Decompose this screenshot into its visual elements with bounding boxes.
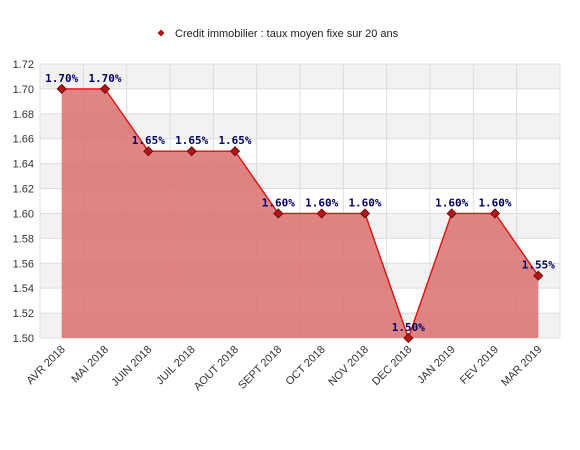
- data-point: [186, 146, 197, 157]
- x-tick-label: AVR 2018: [24, 344, 67, 387]
- data-label: 1.60%: [305, 196, 338, 209]
- x-tick-label: JAN 2019: [415, 344, 458, 387]
- data-label: 1.60%: [348, 196, 381, 209]
- y-tick-label: 1.52: [13, 308, 34, 320]
- data-label: 1.70%: [45, 72, 78, 85]
- data-labels: 1.70% 1.70% 1.65% 1.65% 1.65% 1.60% 1.60% 1.60%…: [45, 72, 555, 334]
- series-line: [61, 88, 539, 341]
- data-point: [533, 270, 544, 281]
- legend: Credit immobilier : taux moyen fixe sur …: [157, 28, 399, 40]
- y-tick-label: 1.60: [13, 208, 34, 220]
- data-label: 1.65%: [175, 134, 208, 147]
- x-tick-label: MAR 2019: [499, 344, 544, 389]
- data-label: 1.65%: [132, 134, 165, 147]
- data-point: [56, 83, 67, 94]
- data-label: 1.55%: [522, 259, 555, 272]
- y-tick-label: 1.56: [13, 258, 34, 270]
- data-label: 1.70%: [88, 72, 121, 85]
- y-tick-label: 1.70: [13, 84, 34, 96]
- y-tick-label: 1.66: [13, 134, 34, 146]
- x-tick-label: FEV 2019: [458, 344, 501, 387]
- y-tick-label: 1.68: [13, 109, 34, 121]
- data-point: [489, 208, 501, 219]
- data-label: 1.60%: [478, 196, 511, 209]
- x-tick-label: NOV 2018: [326, 344, 371, 389]
- x-tick-label: MAI 2018: [69, 344, 111, 386]
- data-label: 1.65%: [218, 134, 251, 147]
- x-tick-label: OCT 2018: [284, 344, 328, 388]
- y-tick-label: 1.58: [13, 233, 34, 245]
- data-point: [316, 208, 327, 219]
- series-area: [61, 88, 539, 341]
- y-tick-label: 1.54: [13, 283, 34, 295]
- y-tick-label: 1.62: [13, 184, 34, 196]
- y-tick-label: 1.64: [13, 159, 34, 171]
- data-point: [99, 83, 111, 94]
- data-point: [143, 146, 154, 157]
- data-point: [273, 208, 284, 219]
- legend-marker-icon: [157, 29, 165, 37]
- data-label: 1.50%: [392, 321, 425, 334]
- data-label: 1.60%: [435, 196, 468, 209]
- x-tick-label: JUIL 2018: [154, 344, 198, 388]
- data-point: [403, 332, 414, 344]
- y-tick-label: 1.50: [13, 333, 34, 345]
- data-point: [359, 208, 371, 219]
- x-tick-label: DEC 2018: [370, 344, 414, 388]
- series-markers: [56, 83, 544, 344]
- y-axis: 1.50 1.52 1.54 1.56 1.58 1.60 1.62 1.64 1.66 1.68…: [13, 59, 34, 345]
- data-point: [446, 208, 457, 219]
- x-tick-label: AOUT 2018: [192, 344, 241, 393]
- x-tick-label: JUIN 2018: [109, 344, 154, 389]
- data-point: [229, 146, 241, 157]
- legend-entry: Credit immobilier : taux moyen fixe sur …: [175, 28, 399, 40]
- data-label: 1.60%: [262, 196, 295, 209]
- y-tick-label: 1.72: [13, 59, 34, 71]
- x-tick-label: SEPT 2018: [236, 344, 284, 392]
